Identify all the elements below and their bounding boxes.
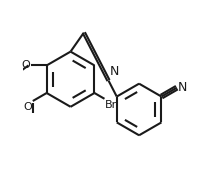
Text: O: O — [21, 60, 30, 70]
Text: N: N — [178, 81, 187, 94]
Text: O: O — [23, 101, 32, 112]
Text: N: N — [109, 66, 119, 78]
Text: Br: Br — [105, 100, 118, 110]
